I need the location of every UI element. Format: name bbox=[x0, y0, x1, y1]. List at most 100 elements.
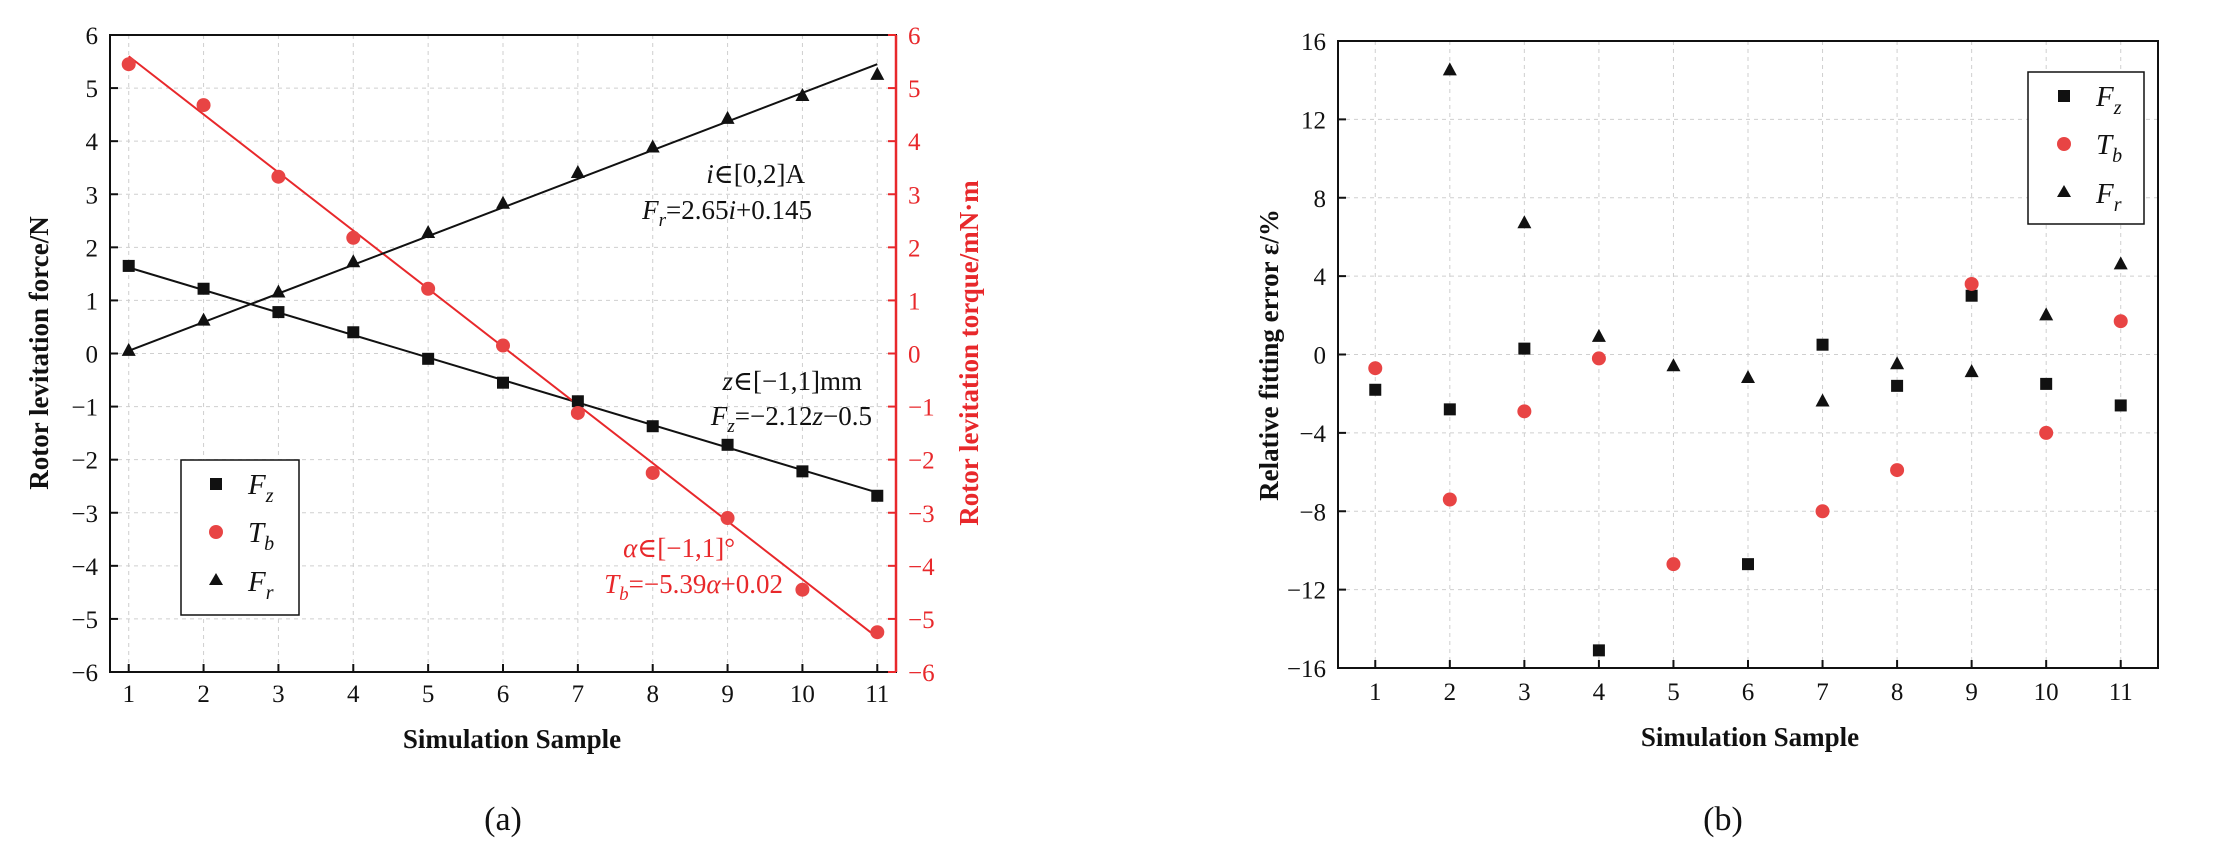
a-point-f_z bbox=[497, 377, 509, 389]
a-ytick-right-label: −2 bbox=[908, 448, 935, 475]
a-point-t_b bbox=[646, 466, 660, 480]
a-ytick-right-label: 4 bbox=[908, 129, 921, 156]
a-y-axis-label: Rotor levitation force/N bbox=[24, 216, 54, 490]
a-ytick-label: 6 bbox=[86, 23, 99, 50]
a-point-f_z bbox=[647, 420, 659, 432]
b-xtick-label: 7 bbox=[1816, 679, 1829, 706]
a-point-f_r bbox=[197, 313, 211, 326]
b-xtick-label: 11 bbox=[2109, 679, 2133, 706]
b-point-f_r bbox=[1816, 394, 1830, 407]
a-ytick-right-label: −4 bbox=[908, 554, 935, 581]
b-y-axis-label: Relative fitting error ε/% bbox=[1254, 209, 1284, 501]
a-ytick-label: −6 bbox=[71, 660, 98, 687]
b-ytick-label: 4 bbox=[1314, 264, 1327, 291]
a-point-t_b bbox=[197, 98, 211, 112]
b-legend-square-marker bbox=[2058, 90, 2070, 102]
b-panel-label: (b) bbox=[1703, 801, 1743, 838]
b-point-f_r bbox=[2039, 307, 2053, 320]
b-ytick-label: 16 bbox=[1301, 29, 1326, 56]
a-ytick-right-label: 1 bbox=[908, 288, 921, 315]
a-point-f_z bbox=[796, 465, 808, 477]
a-xtick-label: 1 bbox=[122, 681, 135, 708]
a-legend-box bbox=[181, 460, 299, 615]
a-point-f_z bbox=[871, 490, 883, 502]
a-xtick-label: 6 bbox=[497, 681, 510, 708]
a-point-t_b bbox=[571, 406, 585, 420]
a-annotation-tb-equation: Tb=−5.39α+0.02 bbox=[604, 569, 783, 605]
b-point-f_r bbox=[1592, 329, 1606, 342]
a-point-t_b bbox=[721, 511, 735, 525]
a-ytick-label: 3 bbox=[86, 182, 99, 209]
a-point-t_b bbox=[870, 625, 884, 639]
b-point-t_b bbox=[1368, 361, 1382, 375]
a-annotation-tb-range: α∈[−1,1]° bbox=[623, 533, 735, 563]
a-point-f_r bbox=[421, 225, 435, 238]
b-point-f_r bbox=[1890, 356, 1904, 369]
b-ytick-label: 8 bbox=[1314, 186, 1327, 213]
a-point-f_z bbox=[572, 395, 584, 407]
b-ytick-label: −12 bbox=[1287, 578, 1326, 605]
b-xtick-label: 4 bbox=[1593, 679, 1606, 706]
a-point-t_b bbox=[496, 339, 510, 353]
b-point-f_z bbox=[1817, 339, 1829, 351]
b-point-f_r bbox=[1965, 364, 1979, 377]
a-point-f_r bbox=[870, 67, 884, 80]
b-point-f_z bbox=[1444, 403, 1456, 415]
b-legend-circle-marker bbox=[2057, 137, 2071, 151]
b-point-f_z bbox=[1593, 644, 1605, 656]
a-point-f_z bbox=[123, 260, 135, 272]
a-point-f_z bbox=[722, 439, 734, 451]
a-xtick-label: 4 bbox=[347, 681, 360, 708]
a-xtick-label: 10 bbox=[790, 681, 815, 708]
b-ytick-label: −8 bbox=[1299, 499, 1326, 526]
a-x-axis-label: Simulation Sample bbox=[403, 724, 621, 754]
b-point-t_b bbox=[1666, 557, 1680, 571]
a-annotation-fr-range: i∈[0,2]A bbox=[706, 159, 805, 189]
a-xtick-label: 3 bbox=[272, 681, 285, 708]
a-ytick-label: 1 bbox=[86, 288, 99, 315]
a-point-f_r bbox=[571, 165, 585, 178]
a-panel-label: (a) bbox=[484, 801, 522, 838]
b-point-t_b bbox=[2114, 314, 2128, 328]
a-annotation-fz-range: z∈[−1,1]mm bbox=[722, 366, 862, 396]
a-xtick-label: 7 bbox=[572, 681, 585, 708]
b-point-f_r bbox=[1443, 62, 1457, 75]
a-ytick-label: 0 bbox=[86, 342, 99, 369]
b-point-t_b bbox=[1443, 492, 1457, 506]
b-point-t_b bbox=[1517, 404, 1531, 418]
a-ytick-right-label: −3 bbox=[908, 501, 935, 528]
b-ytick-label: −16 bbox=[1287, 656, 1326, 683]
a-point-f_z bbox=[347, 326, 359, 338]
a-legend: Fz Tb Fr bbox=[181, 460, 299, 615]
a-point-f_r bbox=[496, 196, 510, 209]
b-point-f_r bbox=[1666, 358, 1680, 371]
a-point-t_b bbox=[122, 57, 136, 71]
b-point-t_b bbox=[1592, 351, 1606, 365]
b-xtick-label: 1 bbox=[1369, 679, 1382, 706]
a-point-f_z bbox=[198, 283, 210, 295]
a-point-t_b bbox=[346, 231, 360, 245]
b-xtick-label: 9 bbox=[1965, 679, 1978, 706]
a-ytick-label: 5 bbox=[86, 76, 99, 103]
a-legend-square-marker bbox=[210, 478, 222, 490]
a-xtick-label: 2 bbox=[197, 681, 210, 708]
a-xtick-label: 11 bbox=[865, 681, 889, 708]
b-ytick-label: 12 bbox=[1301, 107, 1326, 134]
b-point-f_z bbox=[1891, 380, 1903, 392]
a-annotation-fr-equation: Fr=2.65i+0.145 bbox=[641, 195, 812, 231]
b-x-axis-label: Simulation Sample bbox=[1641, 722, 1859, 752]
a-point-f_r bbox=[721, 111, 735, 124]
b-xtick-label: 8 bbox=[1891, 679, 1904, 706]
a-ytick-right-label: 2 bbox=[908, 235, 921, 262]
a-xtick-label: 8 bbox=[646, 681, 659, 708]
a-ytick-right-label: −5 bbox=[908, 607, 935, 634]
b-point-f_z bbox=[2040, 378, 2052, 390]
a-ytick-right-label: 3 bbox=[908, 182, 921, 209]
b-point-t_b bbox=[2039, 426, 2053, 440]
a-xtick-label: 9 bbox=[721, 681, 734, 708]
b-point-f_z bbox=[2115, 399, 2127, 411]
a-xtick-label: 5 bbox=[422, 681, 435, 708]
b-xtick-label: 3 bbox=[1518, 679, 1531, 706]
figure: 6 65 54 43 32 21 10 0−1 −1−2 −2−3 −3−4 −4−5 −5−6 −61 2… bbox=[0, 0, 2220, 858]
b-point-t_b bbox=[1890, 463, 1904, 477]
